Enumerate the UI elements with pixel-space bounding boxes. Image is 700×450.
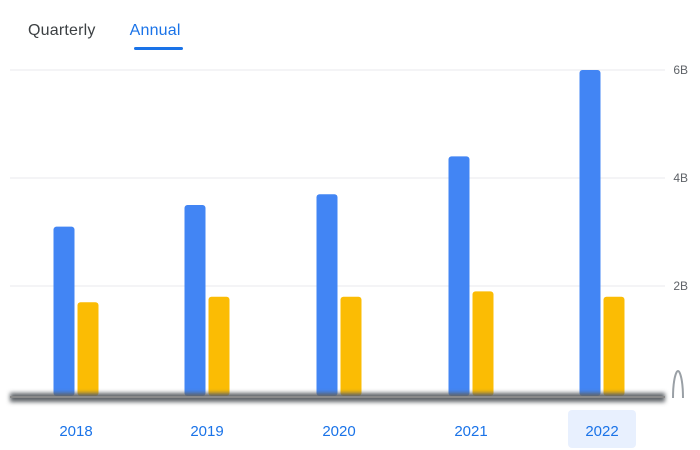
- x-category-label-2019[interactable]: 2019: [190, 423, 223, 440]
- bar-series-1-2019: [184, 205, 206, 396]
- bar-series-2-2021: [472, 291, 494, 396]
- bar-series-1-2018: [53, 226, 75, 396]
- tab-annual[interactable]: Annual: [130, 22, 183, 50]
- bar-series-2-2022: [603, 296, 625, 396]
- selected-category-highlight: [568, 410, 636, 448]
- bar-series-1-2020: [316, 194, 338, 396]
- tab-quarterly[interactable]: Quarterly: [28, 22, 96, 39]
- bar-series-1-2022: [579, 70, 601, 396]
- y-tick-label: 4B: [673, 171, 688, 185]
- y-tick-label: 6B: [673, 63, 688, 77]
- x-category-label-2018[interactable]: 2018: [59, 423, 92, 440]
- x-category-label-2022[interactable]: 2022: [585, 423, 618, 440]
- bar-series-1-2021: [448, 156, 470, 396]
- axis-end-marker: [672, 369, 684, 399]
- period-tabs: Quarterly Annual: [28, 22, 183, 50]
- bar-series-2-2020: [340, 296, 362, 396]
- x-category-label-2021[interactable]: 2021: [454, 423, 487, 440]
- bar-series-2-2019: [208, 296, 230, 396]
- y-tick-label: 2B: [673, 279, 688, 293]
- bar-series-2-2018: [77, 302, 99, 396]
- x-category-label-2020[interactable]: 2020: [322, 423, 355, 440]
